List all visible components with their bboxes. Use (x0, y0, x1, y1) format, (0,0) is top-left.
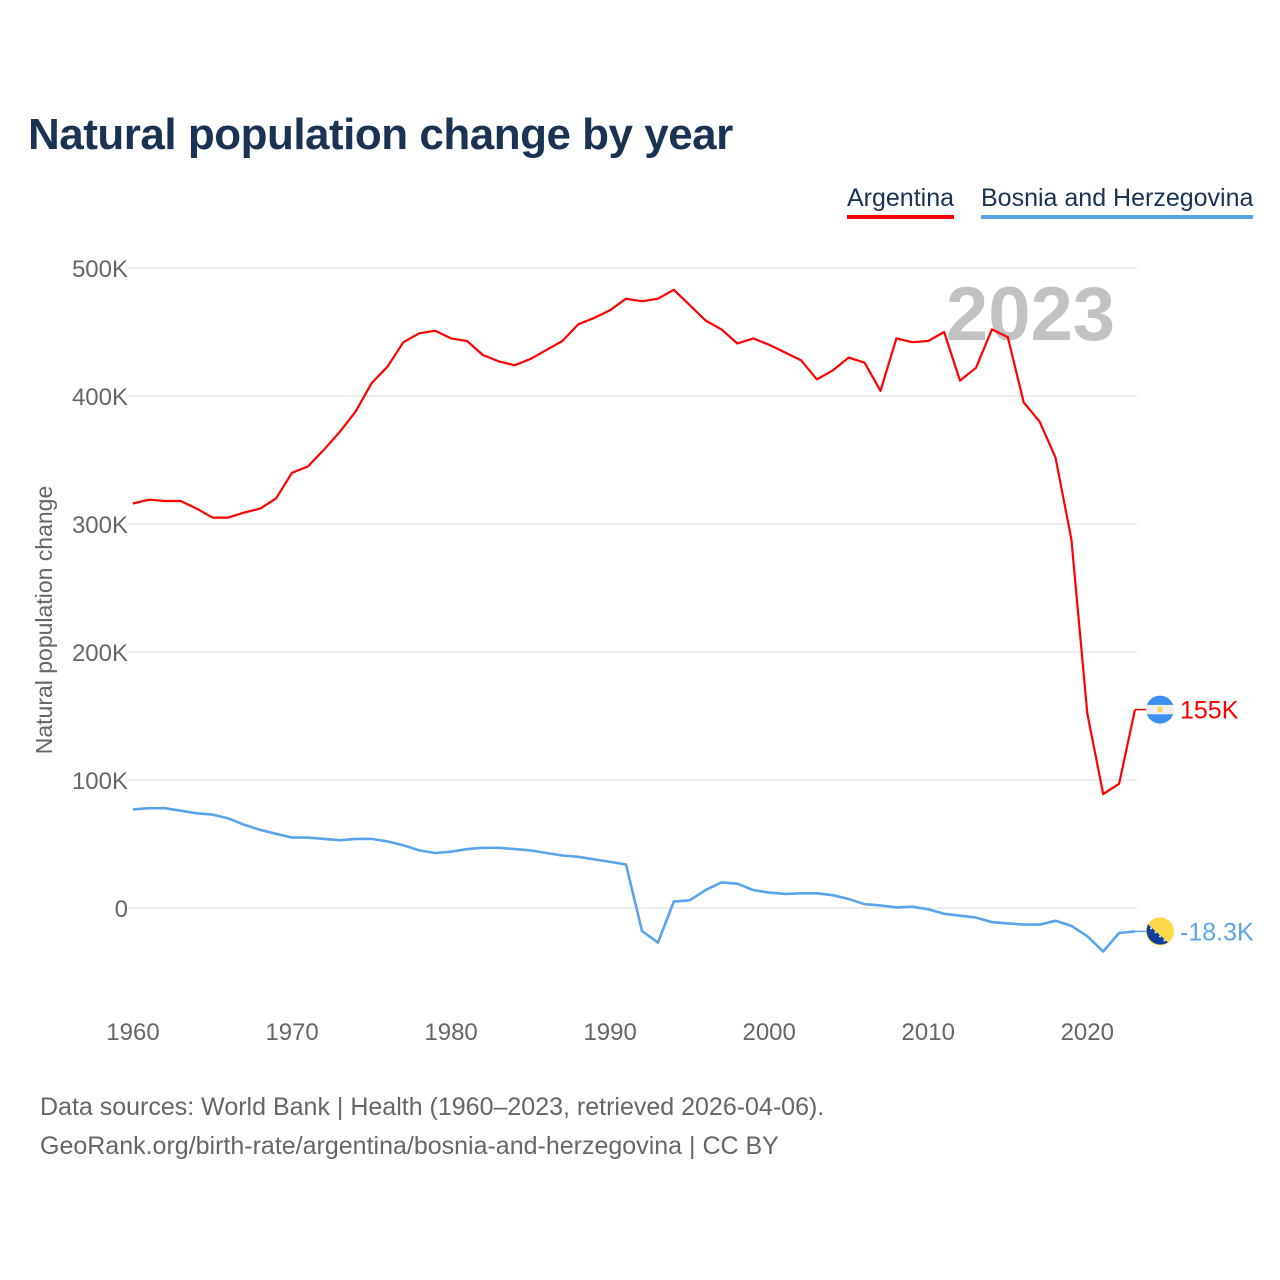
y-tick-label: 400K (72, 384, 128, 411)
source-line-2: GeoRank.org/birth-rate/argentina/bosnia-… (40, 1132, 779, 1160)
legend-argentina[interactable]: Argentina (847, 184, 955, 219)
y-tick-label: 0 (115, 896, 128, 923)
legend-bosnia[interactable]: Bosnia and Herzegovina (981, 184, 1254, 219)
chart-title: Natural population change by year (28, 110, 733, 159)
end-value-label: 155K (1180, 697, 1239, 725)
x-tick-label: 1960 (106, 1019, 159, 1046)
x-tick-label: 1990 (583, 1019, 636, 1046)
year-watermark: 2023 (946, 272, 1115, 357)
y-tick-label: 300K (72, 512, 128, 539)
y-axis-label: Natural population change (31, 486, 57, 755)
x-tick-label: 1980 (424, 1019, 477, 1046)
series-line-argentina (132, 288, 1137, 796)
x-tick-label: 2010 (902, 1019, 955, 1046)
y-tick-label: 100K (72, 768, 128, 795)
source-note: Data sources: World Bank | Health (1960–… (40, 1088, 824, 1166)
y-tick-label: 500K (72, 256, 128, 283)
y-tick-label: 200K (72, 640, 128, 667)
end-value-label: -18.3K (1180, 918, 1254, 946)
argentina-flag-sun (1157, 706, 1163, 713)
x-tick-label: 1970 (265, 1019, 318, 1046)
bosnia-flag-star (1154, 931, 1157, 934)
bosnia-flag-star (1159, 935, 1161, 938)
x-tick-label: 2000 (742, 1019, 795, 1046)
bosnia-flag-star (1150, 927, 1152, 930)
x-tick-label: 2020 (1061, 1019, 1114, 1046)
bosnia-flag-blue (1146, 924, 1168, 945)
source-line-1: Data sources: World Bank | Health (1960–… (40, 1093, 825, 1121)
bosnia-flag-star (1163, 939, 1166, 942)
series-line-bosnia (132, 806, 1136, 953)
